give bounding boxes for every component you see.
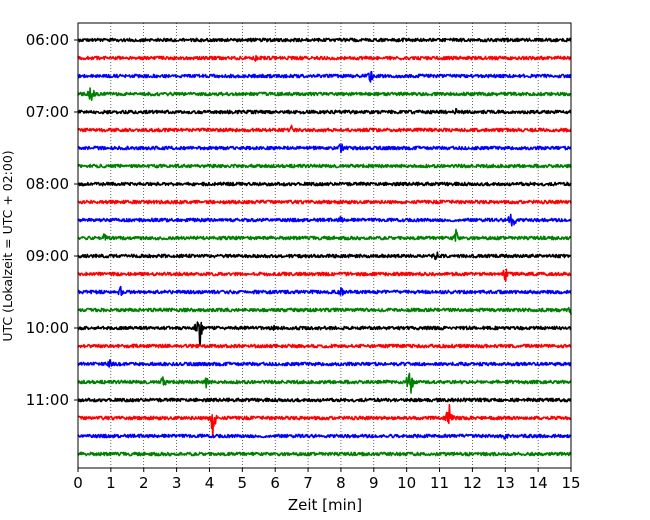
- x-tick-label: 9: [369, 474, 379, 492]
- seismic-trace-6: [77, 124, 572, 133]
- x-tick-label: 0: [73, 474, 83, 492]
- x-tick-label: 15: [561, 474, 580, 492]
- y-axis-label: UTC (Lokalzeit = UTC + 02:00): [0, 150, 15, 341]
- seismic-trace-3: [77, 70, 572, 83]
- trace-group: [77, 37, 572, 457]
- seismic-trace-17: [77, 321, 572, 346]
- x-tick-label: 13: [496, 474, 515, 492]
- seismic-trace-8: [77, 163, 572, 169]
- seismic-trace-20: [77, 372, 572, 394]
- y-tick-label: 10:00: [26, 319, 69, 337]
- x-tick-label: 2: [139, 474, 149, 492]
- y-tick-label: 08:00: [26, 175, 69, 193]
- seismic-trace-23: [77, 433, 572, 440]
- plot-frame: [77, 22, 572, 469]
- seismic-trace-11: [77, 213, 572, 227]
- seismic-trace-21: [77, 397, 572, 403]
- x-tick-label: 6: [270, 474, 280, 492]
- seismic-trace-10: [77, 199, 572, 205]
- seismic-trace-12: [77, 228, 572, 242]
- x-axis-label: Zeit [min]: [288, 496, 362, 514]
- seismic-trace-5: [77, 107, 572, 115]
- seismic-trace-22: [77, 403, 572, 438]
- x-tick-label: 12: [463, 474, 482, 492]
- seismic-trace-13: [77, 251, 572, 261]
- x-tick-label: 3: [172, 474, 182, 492]
- y-axis-ticks: 06:00 07:00 08:00 09:00 10:00 11:00: [26, 31, 78, 409]
- x-tick-label: 14: [529, 474, 548, 492]
- y-tick-label: 07:00: [26, 103, 69, 121]
- vertical-grid: [110, 23, 539, 468]
- seismic-trace-7: [77, 143, 572, 154]
- y-tick-label: 11:00: [26, 391, 69, 409]
- x-tick-label: 8: [336, 474, 346, 492]
- seismic-trace-15: [77, 285, 572, 297]
- x-tick-label: 11: [430, 474, 449, 492]
- x-tick-label: 1: [106, 474, 116, 492]
- x-tick-label: 4: [205, 474, 215, 492]
- seismic-trace-1: [77, 37, 572, 43]
- y-tick-label: 06:00: [26, 31, 69, 49]
- x-tick-label: 10: [397, 474, 416, 492]
- y-tick-label: 09:00: [26, 247, 69, 265]
- seismic-trace-24: [77, 451, 572, 457]
- seismic-trace-18: [77, 343, 572, 349]
- seismic-trace-16: [77, 306, 572, 315]
- seismic-trace-14: [77, 268, 572, 282]
- seismic-trace-19: [77, 359, 572, 368]
- x-tick-label: 5: [238, 474, 248, 492]
- seismic-trace-4: [77, 87, 572, 101]
- seismic-trace-9: [77, 181, 572, 187]
- x-tick-label: 7: [303, 474, 313, 492]
- seismic-trace-2: [77, 54, 572, 62]
- x-axis-ticks: 0 1 2 3 4 5 6 7 8 9 10 11 12 13 14 15: [73, 468, 581, 492]
